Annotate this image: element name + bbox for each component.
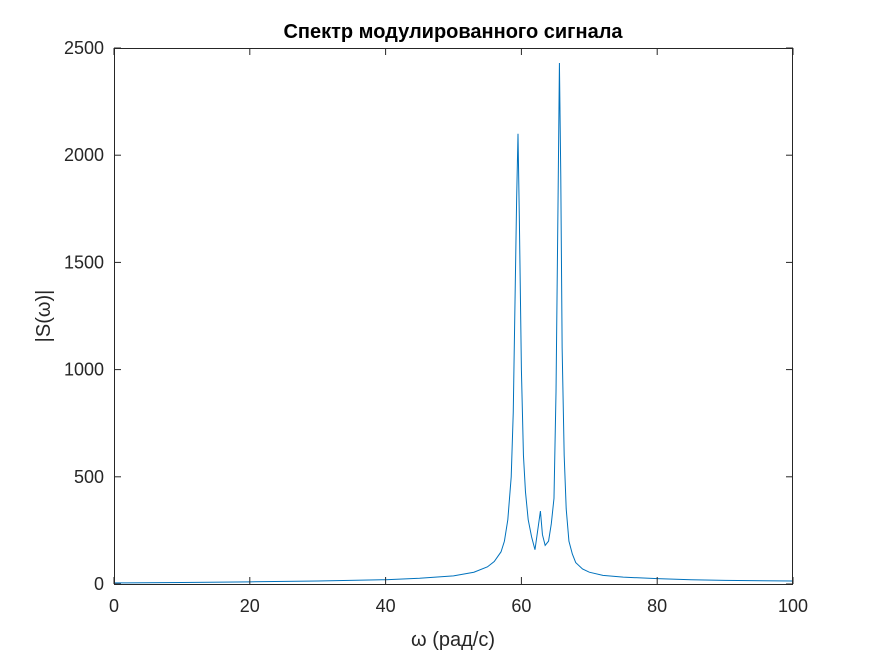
y-tick-label: 500 — [74, 467, 104, 487]
x-tick-label: 0 — [109, 596, 119, 616]
x-tick-label: 80 — [647, 596, 667, 616]
x-tick-label: 100 — [778, 596, 808, 616]
y-axis-ticks: 0 500 1000 1500 2000 2500 — [64, 38, 793, 594]
y-tick-label: 0 — [94, 574, 104, 594]
x-tick-label: 40 — [376, 596, 396, 616]
y-tick-label: 1500 — [64, 252, 104, 272]
x-axis-ticks: 0 20 40 60 80 100 — [109, 48, 808, 616]
y-tick-label: 1000 — [64, 360, 104, 380]
y-axis-label: |S(ω)| — [33, 290, 55, 343]
y-tick-label: 2000 — [64, 145, 104, 165]
x-tick-label: 20 — [240, 596, 260, 616]
plot-area — [114, 48, 793, 584]
y-tick-label: 2500 — [64, 38, 104, 58]
plot-lines — [114, 63, 793, 584]
axes-box — [114, 48, 793, 585]
spectrum-series-line — [114, 63, 793, 584]
chart-title: Спектр модулированного сигнала — [283, 21, 623, 43]
x-tick-label: 60 — [511, 596, 531, 616]
x-axis-label: ω (рад/с) — [411, 629, 495, 651]
